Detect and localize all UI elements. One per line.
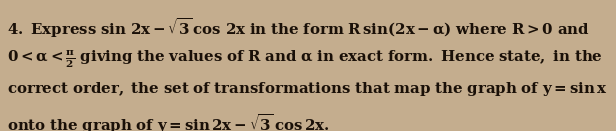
Text: $\mathbf{correct\ order,\ the\ set\ of\ transformations\ that\ map\ the\ graph\ : $\mathbf{correct\ order,\ the\ set\ of\ … bbox=[7, 80, 608, 98]
Text: $\mathbf{4.}$ $\mathbf{Express\ sin\ 2x-\sqrt{3}\,cos\ 2x\ in\ the\ form}$ $\mat: $\mathbf{4.}$ $\mathbf{Express\ sin\ 2x-… bbox=[7, 16, 590, 40]
Text: $\mathbf{onto\ the\ graph\ of\ y=sin\,2x-\sqrt{3}\,cos\,2x.}$: $\mathbf{onto\ the\ graph\ of\ y=sin\,2x… bbox=[7, 112, 330, 131]
Text: $\mathbf{0<\alpha<\frac{\pi}{2}}$ $\mathbf{giving\ the\ values\ of\ R\ and\ \alp: $\mathbf{0<\alpha<\frac{\pi}{2}}$ $\math… bbox=[7, 48, 603, 70]
